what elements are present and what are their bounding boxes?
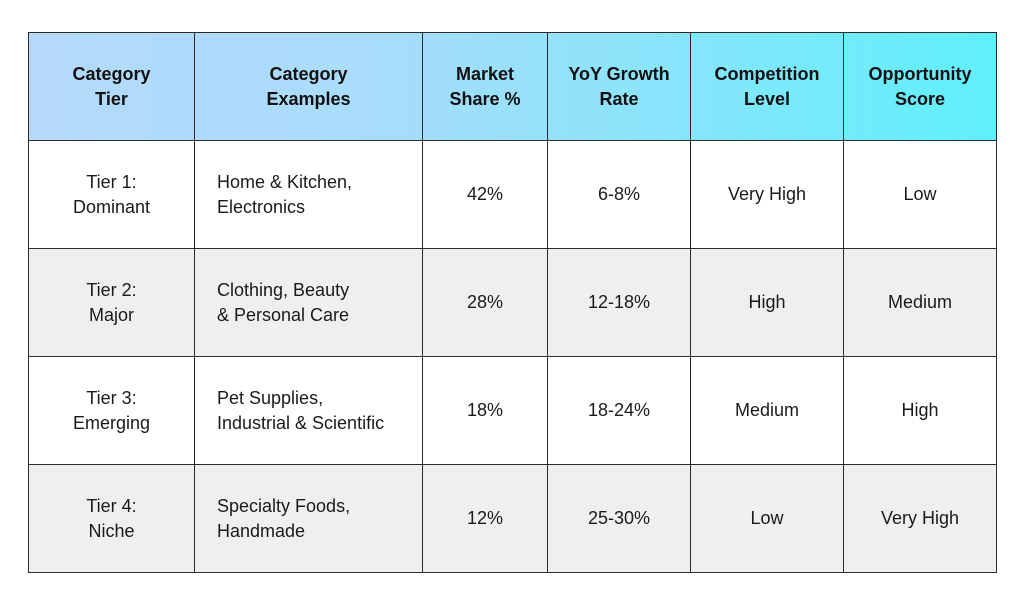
- examples-label: Specialty Foods, Handmade: [217, 495, 351, 541]
- header-label: Opportunity Score: [868, 63, 972, 109]
- category-tier-table: Category Tier Category Examples Market S…: [28, 32, 997, 573]
- header-category-examples: Category Examples: [194, 32, 423, 141]
- tier-cell: Tier 2: Major: [28, 248, 195, 357]
- header-competition-level: Competition Level: [690, 32, 844, 141]
- examples-cell: Specialty Foods, Handmade: [194, 464, 423, 573]
- opportunity-cell: Very High: [843, 464, 997, 573]
- examples-label: Home & Kitchen, Electronics: [217, 171, 353, 217]
- header-category-tier: Category Tier: [28, 32, 195, 141]
- market-share-cell: 12%: [422, 464, 548, 573]
- header-label: Competition Level: [714, 63, 820, 109]
- header-label: Market Share %: [449, 63, 521, 109]
- tier-label: Tier 3: Emerging: [72, 387, 151, 433]
- header-opportunity-score: Opportunity Score: [843, 32, 997, 141]
- examples-cell: Clothing, Beauty & Personal Care: [194, 248, 423, 357]
- opportunity-cell: Low: [843, 140, 997, 249]
- table-row: Tier 3: Emerging Pet Supplies, Industria…: [28, 356, 997, 465]
- tier-label: Tier 2: Major: [86, 279, 137, 325]
- header-label: Category Tier: [72, 63, 151, 109]
- market-share-cell: 42%: [422, 140, 548, 249]
- growth-cell: 18-24%: [547, 356, 691, 465]
- growth-cell: 25-30%: [547, 464, 691, 573]
- opportunity-cell: High: [843, 356, 997, 465]
- competition-cell: Low: [690, 464, 844, 573]
- market-share-cell: 28%: [422, 248, 548, 357]
- table-row: Tier 1: Dominant Home & Kitchen, Electro…: [28, 140, 997, 249]
- competition-cell: Medium: [690, 356, 844, 465]
- competition-cell: Very High: [690, 140, 844, 249]
- competition-cell: High: [690, 248, 844, 357]
- growth-cell: 12-18%: [547, 248, 691, 357]
- market-share-cell: 18%: [422, 356, 548, 465]
- examples-cell: Pet Supplies, Industrial & Scientific: [194, 356, 423, 465]
- table-row: Tier 2: Major Clothing, Beauty & Persona…: [28, 248, 997, 357]
- tier-cell: Tier 4: Niche: [28, 464, 195, 573]
- table-row: Tier 4: Niche Specialty Foods, Handmade …: [28, 464, 997, 573]
- header-label: Category Examples: [266, 63, 351, 109]
- header-label: YoY Growth Rate: [568, 63, 670, 109]
- tier-label: Tier 4: Niche: [86, 495, 137, 541]
- examples-label: Clothing, Beauty & Personal Care: [217, 279, 350, 325]
- header-yoy-growth: YoY Growth Rate: [547, 32, 691, 141]
- opportunity-cell: Medium: [843, 248, 997, 357]
- table-header-row: Category Tier Category Examples Market S…: [28, 32, 997, 141]
- examples-cell: Home & Kitchen, Electronics: [194, 140, 423, 249]
- tier-label: Tier 1: Dominant: [72, 171, 151, 217]
- growth-cell: 6-8%: [547, 140, 691, 249]
- examples-label: Pet Supplies, Industrial & Scientific: [217, 387, 385, 433]
- tier-cell: Tier 3: Emerging: [28, 356, 195, 465]
- header-market-share: Market Share %: [422, 32, 548, 141]
- tier-cell: Tier 1: Dominant: [28, 140, 195, 249]
